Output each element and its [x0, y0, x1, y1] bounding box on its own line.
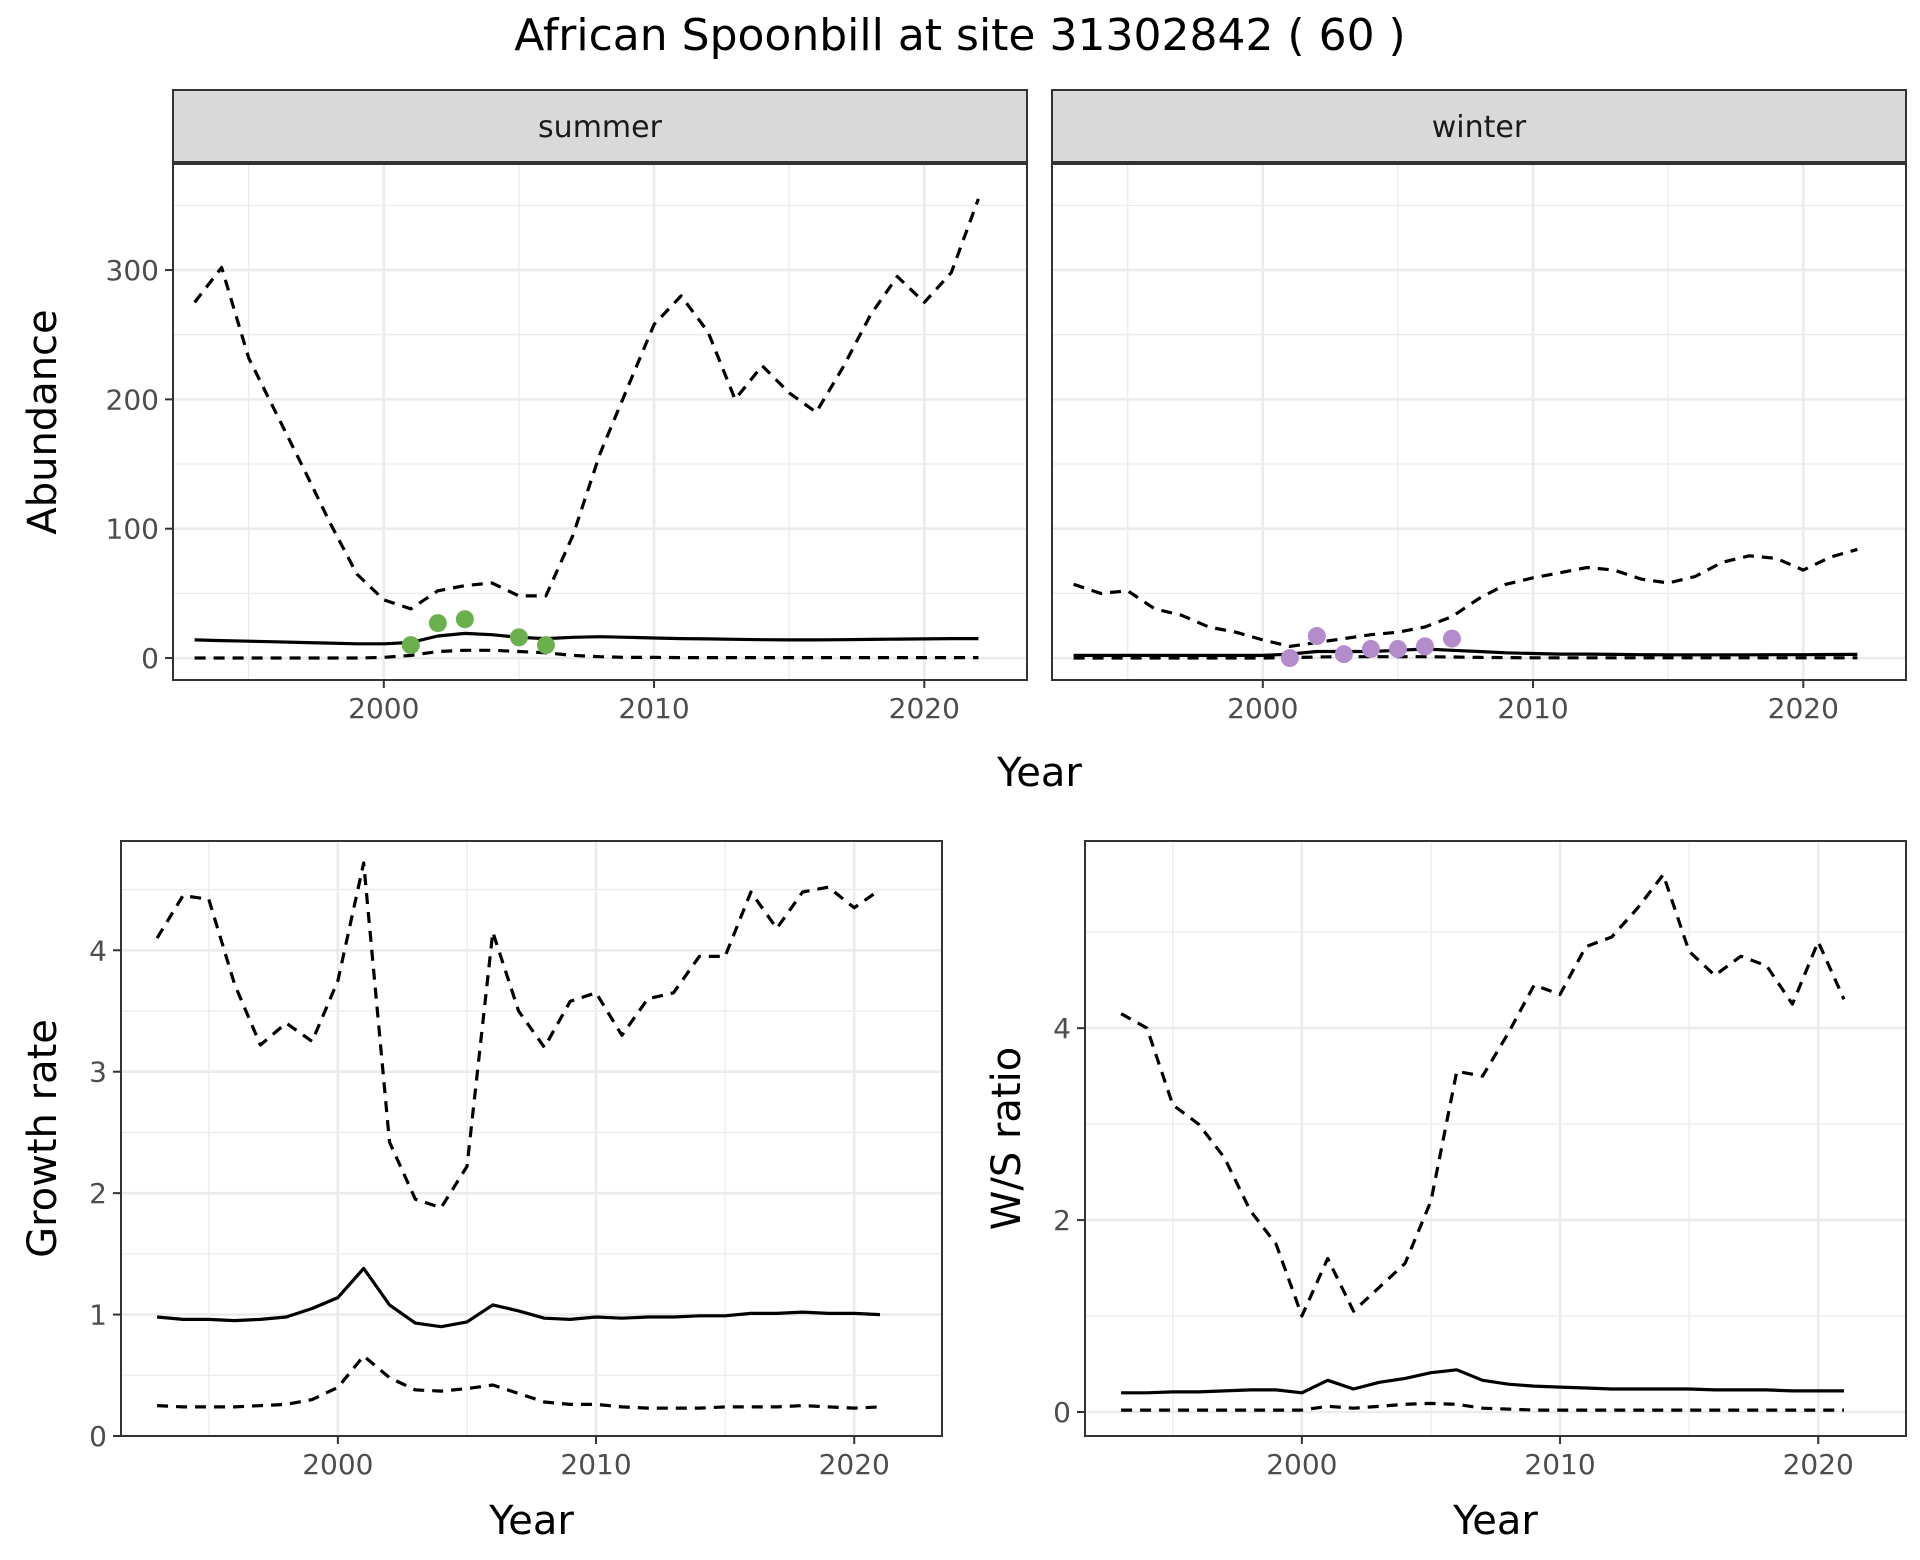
- data-point: [1307, 627, 1326, 646]
- x-tick-label: 2010: [1524, 1448, 1595, 1481]
- series-line-mean: [1121, 1368, 1844, 1395]
- y-tick-label: 2: [89, 1177, 107, 1210]
- series-line-lower: [194, 648, 979, 660]
- ratio-x-axis-title: Year: [1452, 1498, 1538, 1544]
- facet-strip: [1051, 89, 1907, 163]
- panel-2: winter 2000 2010 2020: [1051, 89, 1907, 725]
- panel-4: 2000 2010 2020 0 2 4: [1053, 840, 1907, 1481]
- series-line-upper: [193, 198, 980, 611]
- x-tick-label: 2000: [348, 692, 419, 725]
- x-tick-label: 2010: [1497, 692, 1568, 725]
- data-point: [1442, 629, 1461, 648]
- y-tick-label: 1: [89, 1299, 107, 1332]
- main-title: African Spoonbill at site 31302842 ( 60 …: [514, 10, 1405, 61]
- top-y-axis-title: Abundance: [20, 309, 66, 534]
- series-line-upper: [1073, 547, 1858, 649]
- facet-strip-label: winter: [1432, 110, 1527, 145]
- series-line-upper: [155, 861, 881, 1210]
- plot-background: [1085, 841, 1906, 1436]
- facet-strip: [172, 89, 1028, 163]
- plot-background: [121, 841, 942, 1436]
- x-tick-label: 2000: [1227, 692, 1298, 725]
- x-tick-label: 2020: [889, 692, 960, 725]
- data-point: [509, 628, 528, 647]
- plot-background: [173, 164, 1027, 680]
- data-point: [1280, 649, 1299, 668]
- series-line-lower: [1073, 655, 1858, 660]
- facet-strip-label: summer: [538, 110, 663, 145]
- y-tick-label: 100: [106, 513, 159, 546]
- panel-border: [1051, 163, 1907, 681]
- data-point: [1334, 645, 1353, 664]
- series-line-lower: [157, 1354, 881, 1410]
- growth-x-axis-title: Year: [488, 1498, 574, 1544]
- x-tick-label: 2010: [560, 1448, 631, 1481]
- data-point: [1388, 639, 1407, 658]
- panel-3: 2000 2010 2020 0 1 2 3 4: [89, 840, 943, 1481]
- data-point: [1361, 639, 1380, 658]
- x-tick-label: 2020: [819, 1448, 890, 1481]
- y-tick-label: 3: [89, 1056, 107, 1089]
- growth-y-axis-title: Growth rate: [20, 1019, 66, 1258]
- x-tick-label: 2020: [1783, 1448, 1854, 1481]
- data-point: [1415, 637, 1434, 656]
- data-point: [536, 636, 555, 655]
- y-tick-label: 2: [1053, 1204, 1071, 1237]
- y-tick-label: 200: [106, 383, 159, 416]
- panel-border: [120, 840, 943, 1437]
- x-tick-label: 2020: [1768, 692, 1839, 725]
- series-line-mean: [194, 631, 979, 646]
- series-line-mean: [156, 1266, 881, 1329]
- data-point: [401, 636, 420, 655]
- y-tick-label: 4: [89, 934, 107, 967]
- x-tick-label: 2000: [302, 1448, 373, 1481]
- series-line-upper: [1120, 872, 1846, 1318]
- y-tick-label: 0: [141, 642, 159, 675]
- y-tick-label: 0: [89, 1420, 107, 1453]
- x-tick-label: 2000: [1266, 1448, 1337, 1481]
- x-tick-label: 2010: [618, 692, 689, 725]
- top-x-axis-title: Year: [996, 750, 1082, 796]
- series-line-mean: [1073, 647, 1858, 658]
- series-line-lower: [1121, 1401, 1844, 1412]
- panel-1: summer 2000 2010 2020 0 100 200 300: [106, 89, 1028, 725]
- data-point: [455, 610, 474, 629]
- data-point: [428, 614, 447, 633]
- y-tick-label: 300: [106, 254, 159, 287]
- panel-border: [172, 163, 1028, 681]
- y-tick-label: 0: [1053, 1396, 1071, 1429]
- panel-border: [1084, 840, 1907, 1437]
- ratio-y-axis-title: W/S ratio: [984, 1047, 1030, 1230]
- y-tick-label: 4: [1053, 1012, 1071, 1045]
- plot-background: [1052, 164, 1906, 680]
